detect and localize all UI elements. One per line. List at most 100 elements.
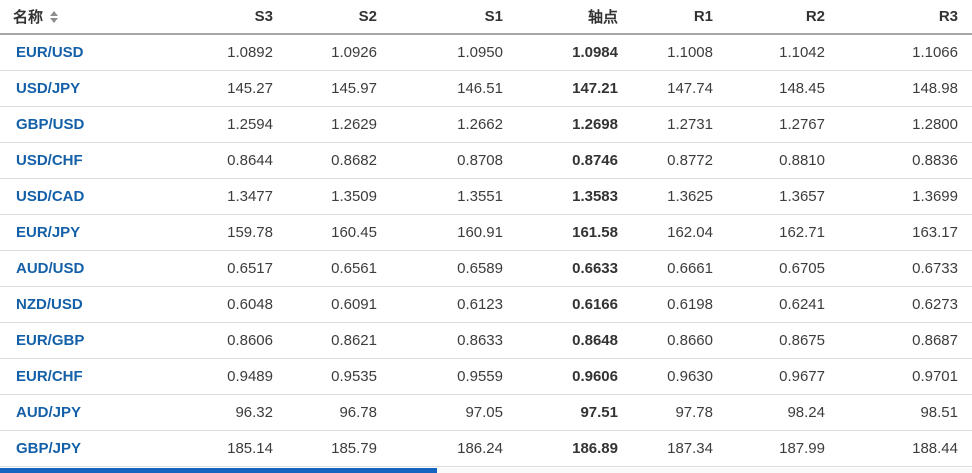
- cell-s3: 0.8606: [150, 322, 287, 359]
- pair-link-gbp-jpy[interactable]: GBP/JPY: [0, 430, 150, 467]
- cell-r3: 188.44: [839, 430, 972, 467]
- cell-s3: 0.6517: [150, 250, 287, 287]
- cell-r2: 0.8675: [727, 322, 839, 359]
- cell-r1: 187.34: [632, 430, 727, 467]
- cell-s2: 96.78: [287, 394, 391, 431]
- cell-s1: 0.9559: [391, 358, 517, 395]
- cell-s3: 0.9489: [150, 358, 287, 395]
- cell-s1: 186.24: [391, 430, 517, 467]
- pair-link-gbp-usd[interactable]: GBP/USD: [0, 106, 150, 143]
- cell-r2: 0.6241: [727, 286, 839, 323]
- scrollbar-thumb[interactable]: [0, 468, 437, 473]
- column-label-r1: R1: [693, 8, 713, 25]
- cell-s3: 0.6048: [150, 286, 287, 323]
- column-header-name[interactable]: 名称: [0, 0, 150, 35]
- table-row: AUD/USD 0.6517 0.6561 0.6589 0.6633 0.6661 0.6…: [0, 250, 972, 287]
- cell-pivot: 1.3583: [517, 178, 632, 215]
- column-header-r1: R1: [632, 0, 727, 35]
- cell-r3: 148.98: [839, 70, 972, 107]
- cell-pivot: 161.58: [517, 214, 632, 251]
- table-row: GBP/USD 1.2594 1.2629 1.2662 1.2698 1.2731 1.2…: [0, 106, 972, 143]
- cell-s2: 0.9535: [287, 358, 391, 395]
- cell-s3: 159.78: [150, 214, 287, 251]
- cell-r2: 1.1042: [727, 34, 839, 71]
- horizontal-scrollbar[interactable]: [0, 468, 972, 473]
- column-header-r3: R3: [839, 0, 972, 35]
- cell-r3: 0.6273: [839, 286, 972, 323]
- cell-s3: 185.14: [150, 430, 287, 467]
- cell-r3: 1.2800: [839, 106, 972, 143]
- column-header-s1: S1: [391, 0, 517, 35]
- table-row: USD/JPY 145.27 145.97 146.51 147.21 147.74 148…: [0, 70, 972, 107]
- cell-r1: 0.8660: [632, 322, 727, 359]
- table-row: NZD/USD 0.6048 0.6091 0.6123 0.6166 0.6198 0.6…: [0, 286, 972, 323]
- cell-s3: 1.3477: [150, 178, 287, 215]
- cell-r1: 147.74: [632, 70, 727, 107]
- cell-r1: 0.6198: [632, 286, 727, 323]
- table-body: EUR/USD 1.0892 1.0926 1.0950 1.0984 1.1008 1.1…: [0, 34, 972, 467]
- cell-pivot: 0.8648: [517, 322, 632, 359]
- table-row: EUR/GBP 0.8606 0.8621 0.8633 0.8648 0.8660 0.8…: [0, 322, 972, 359]
- column-label-r2: R2: [805, 8, 825, 25]
- cell-r1: 97.78: [632, 394, 727, 431]
- sort-icon: [50, 11, 59, 24]
- cell-r2: 1.3657: [727, 178, 839, 215]
- cell-r2: 0.9677: [727, 358, 839, 395]
- table-row: USD/CAD 1.3477 1.3509 1.3551 1.3583 1.3625 1.3…: [0, 178, 972, 215]
- cell-r3: 0.8687: [839, 322, 972, 359]
- cell-pivot: 1.2698: [517, 106, 632, 143]
- cell-s2: 0.8682: [287, 142, 391, 179]
- cell-r2: 0.6705: [727, 250, 839, 287]
- column-label-s1: S1: [484, 8, 503, 25]
- pair-link-usd-chf[interactable]: USD/CHF: [0, 142, 150, 179]
- cell-r2: 148.45: [727, 70, 839, 107]
- cell-s1: 0.8633: [391, 322, 517, 359]
- cell-s3: 145.27: [150, 70, 287, 107]
- pair-link-eur-usd[interactable]: EUR/USD: [0, 34, 150, 71]
- cell-r2: 0.8810: [727, 142, 839, 179]
- cell-pivot: 147.21: [517, 70, 632, 107]
- pair-link-eur-gbp[interactable]: EUR/GBP: [0, 322, 150, 359]
- cell-pivot: 186.89: [517, 430, 632, 467]
- column-label-name: 名称: [13, 9, 44, 26]
- cell-r3: 0.6733: [839, 250, 972, 287]
- pair-link-aud-usd[interactable]: AUD/USD: [0, 250, 150, 287]
- table-row: USD/CHF 0.8644 0.8682 0.8708 0.8746 0.8772 0.8…: [0, 142, 972, 179]
- cell-pivot: 0.9606: [517, 358, 632, 395]
- cell-s1: 0.6123: [391, 286, 517, 323]
- cell-s1: 0.6589: [391, 250, 517, 287]
- cell-s1: 160.91: [391, 214, 517, 251]
- table-row: GBP/JPY 185.14 185.79 186.24 186.89 187.34 187…: [0, 430, 972, 467]
- cell-r3: 163.17: [839, 214, 972, 251]
- column-header-s2: S2: [287, 0, 391, 35]
- pair-link-aud-jpy[interactable]: AUD/JPY: [0, 394, 150, 431]
- table-row: EUR/JPY 159.78 160.45 160.91 161.58 162.04 162…: [0, 214, 972, 251]
- cell-r2: 98.24: [727, 394, 839, 431]
- cell-s2: 0.8621: [287, 322, 391, 359]
- cell-pivot: 0.8746: [517, 142, 632, 179]
- pair-link-usd-jpy[interactable]: USD/JPY: [0, 70, 150, 107]
- column-label-pivot: 轴点: [587, 9, 618, 26]
- cell-r3: 0.9701: [839, 358, 972, 395]
- cell-r3: 1.1066: [839, 34, 972, 71]
- pair-link-nzd-usd[interactable]: NZD/USD: [0, 286, 150, 323]
- cell-s1: 0.8708: [391, 142, 517, 179]
- cell-s1: 1.0950: [391, 34, 517, 71]
- pair-link-eur-chf[interactable]: EUR/CHF: [0, 358, 150, 395]
- cell-s2: 0.6561: [287, 250, 391, 287]
- cell-r3: 98.51: [839, 394, 972, 431]
- cell-pivot: 0.6166: [517, 286, 632, 323]
- table-row: EUR/USD 1.0892 1.0926 1.0950 1.0984 1.1008 1.1…: [0, 34, 972, 71]
- cell-s2: 1.2629: [287, 106, 391, 143]
- cell-s3: 96.32: [150, 394, 287, 431]
- pair-link-eur-jpy[interactable]: EUR/JPY: [0, 214, 150, 251]
- cell-r3: 0.8836: [839, 142, 972, 179]
- cell-r2: 162.71: [727, 214, 839, 251]
- cell-s2: 1.0926: [287, 34, 391, 71]
- table-row: AUD/JPY 96.32 96.78 97.05 97.51 97.78 98.24 98.…: [0, 394, 972, 431]
- cell-s1: 146.51: [391, 70, 517, 107]
- pair-link-usd-cad[interactable]: USD/CAD: [0, 178, 150, 215]
- cell-r1: 1.1008: [632, 34, 727, 71]
- column-label-s2: S2: [358, 8, 377, 25]
